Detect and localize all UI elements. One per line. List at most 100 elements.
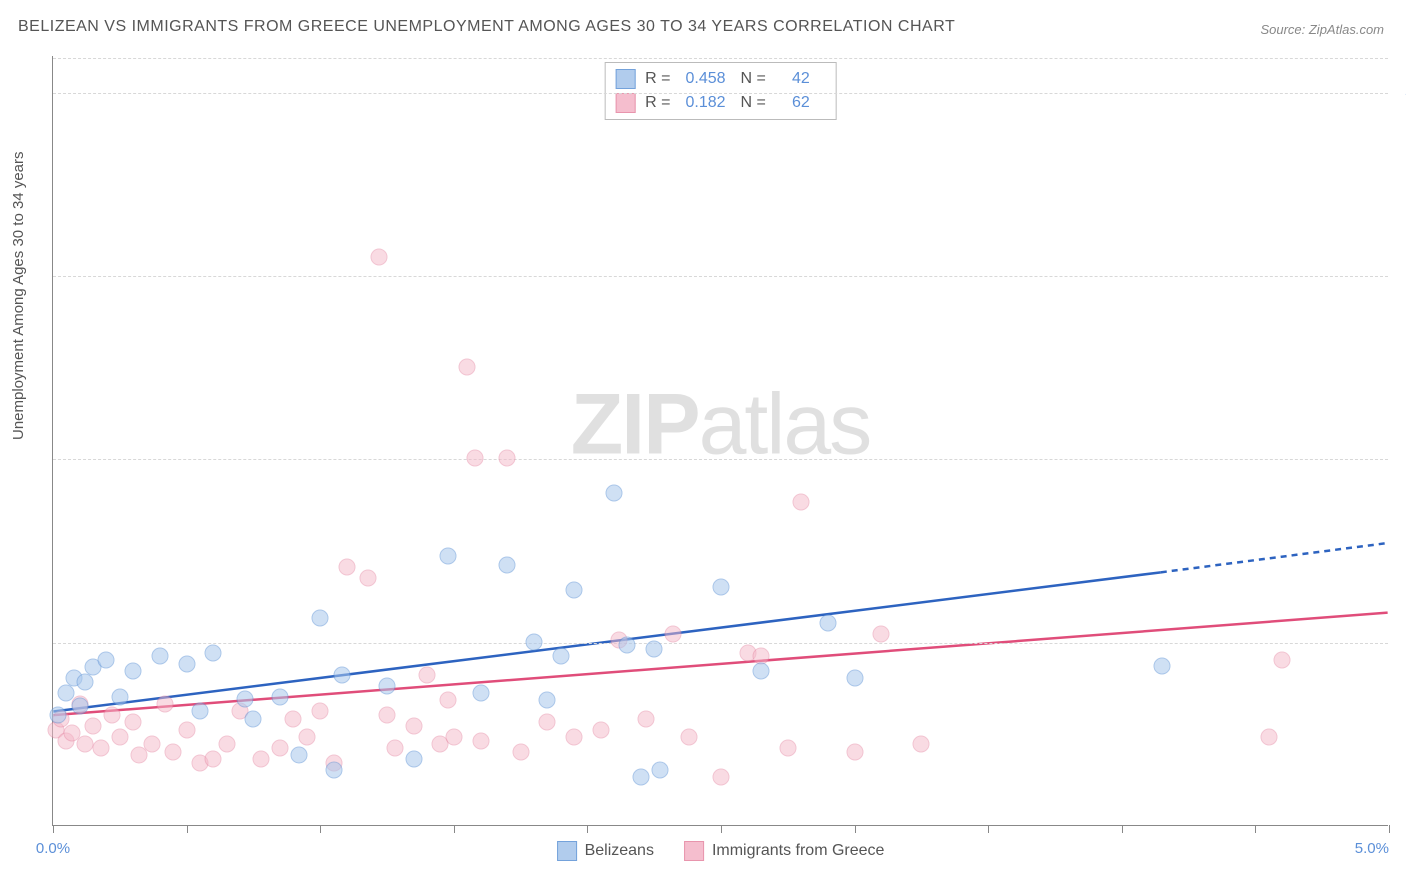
watermark-rest: atlas [699, 377, 871, 473]
scatter-marker-greece [793, 494, 810, 511]
scatter-marker-greece [111, 729, 128, 746]
scatter-marker-belizeans [379, 677, 396, 694]
legend-label-greece: Immigrants from Greece [712, 842, 884, 860]
gridline [53, 459, 1388, 460]
scatter-marker-belizeans [333, 666, 350, 683]
scatter-marker-greece [205, 751, 222, 768]
n-value-belizeans: 42 [776, 70, 826, 88]
legend-item-belizeans: Belizeans [557, 841, 654, 861]
regression-line [1161, 543, 1388, 572]
gridline [53, 58, 1388, 59]
gridline [53, 276, 1388, 277]
swatch-greece [615, 93, 635, 113]
scatter-marker-greece [713, 769, 730, 786]
scatter-marker-belizeans [151, 648, 168, 665]
y-axis-label: Unemployment Among Ages 30 to 34 years [10, 151, 27, 440]
source-attribution: Source: ZipAtlas.com [1260, 22, 1384, 37]
r-value-greece: 0.182 [681, 94, 731, 112]
scatter-marker-greece [165, 743, 182, 760]
correlation-legend: R = 0.458 N = 42 R = 0.182 N = 62 [604, 62, 837, 120]
scatter-marker-belizeans [651, 762, 668, 779]
scatter-marker-belizeans [237, 690, 254, 707]
scatter-marker-greece [779, 740, 796, 757]
scatter-marker-greece [472, 732, 489, 749]
scatter-marker-greece [846, 743, 863, 760]
legend-row-greece: R = 0.182 N = 62 [615, 91, 826, 115]
scatter-marker-belizeans [125, 663, 142, 680]
scatter-marker-belizeans [632, 769, 649, 786]
scatter-marker-greece [338, 558, 355, 575]
scatter-marker-belizeans [753, 663, 770, 680]
scatter-marker-greece [566, 729, 583, 746]
scatter-chart: ZIPatlas R = 0.458 N = 42 R = 0.182 N = … [52, 56, 1388, 826]
watermark-bold: ZIP [571, 377, 699, 473]
scatter-marker-greece [103, 707, 120, 724]
scatter-marker-belizeans [245, 710, 262, 727]
x-tick [454, 825, 455, 833]
x-tick [587, 825, 588, 833]
scatter-marker-belizeans [499, 556, 516, 573]
scatter-marker-belizeans [290, 747, 307, 764]
scatter-marker-belizeans [1153, 657, 1170, 674]
scatter-marker-greece [360, 569, 377, 586]
scatter-marker-greece [379, 707, 396, 724]
scatter-marker-belizeans [619, 637, 636, 654]
gridline [53, 643, 1388, 644]
x-tick [320, 825, 321, 833]
swatch-belizeans [615, 69, 635, 89]
scatter-marker-greece [512, 743, 529, 760]
scatter-marker-belizeans [50, 707, 67, 724]
x-tick [53, 825, 54, 833]
scatter-marker-belizeans [71, 697, 88, 714]
scatter-marker-belizeans [539, 692, 556, 709]
scatter-marker-greece [913, 736, 930, 753]
legend-item-greece: Immigrants from Greece [684, 841, 884, 861]
scatter-marker-belizeans [98, 652, 115, 669]
x-tick [187, 825, 188, 833]
scatter-marker-greece [1274, 652, 1291, 669]
legend-label-belizeans: Belizeans [585, 842, 654, 860]
x-tick [988, 825, 989, 833]
n-label: N = [741, 94, 766, 112]
scatter-marker-belizeans [325, 762, 342, 779]
scatter-marker-greece [218, 736, 235, 753]
scatter-marker-greece [445, 729, 462, 746]
scatter-marker-belizeans [713, 578, 730, 595]
scatter-marker-greece [664, 626, 681, 643]
scatter-marker-greece [539, 714, 556, 731]
scatter-marker-belizeans [606, 485, 623, 502]
scatter-marker-belizeans [77, 674, 94, 691]
x-tick-label: 5.0% [1355, 840, 1389, 857]
gridline [53, 93, 1388, 94]
scatter-marker-belizeans [58, 685, 75, 702]
scatter-marker-greece [143, 736, 160, 753]
legend-row-belizeans: R = 0.458 N = 42 [615, 67, 826, 91]
scatter-marker-greece [272, 740, 289, 757]
scatter-marker-greece [1260, 729, 1277, 746]
n-label: N = [741, 70, 766, 88]
swatch-belizeans [557, 841, 577, 861]
scatter-marker-belizeans [472, 685, 489, 702]
x-tick [1255, 825, 1256, 833]
scatter-marker-belizeans [405, 751, 422, 768]
scatter-marker-greece [405, 718, 422, 735]
scatter-marker-greece [77, 736, 94, 753]
scatter-marker-greece [370, 248, 387, 265]
scatter-marker-belizeans [205, 644, 222, 661]
scatter-marker-greece [459, 358, 476, 375]
scatter-marker-belizeans [440, 547, 457, 564]
scatter-marker-greece [93, 740, 110, 757]
swatch-greece [684, 841, 704, 861]
scatter-marker-belizeans [191, 703, 208, 720]
scatter-marker-belizeans [846, 670, 863, 687]
scatter-marker-greece [298, 729, 315, 746]
x-tick [721, 825, 722, 833]
scatter-marker-greece [285, 710, 302, 727]
scatter-marker-greece [178, 721, 195, 738]
chart-title: BELIZEAN VS IMMIGRANTS FROM GREECE UNEMP… [18, 18, 955, 36]
series-legend: Belizeans Immigrants from Greece [557, 841, 885, 861]
scatter-marker-greece [592, 721, 609, 738]
scatter-marker-belizeans [111, 688, 128, 705]
scatter-marker-belizeans [525, 633, 542, 650]
scatter-marker-belizeans [272, 688, 289, 705]
